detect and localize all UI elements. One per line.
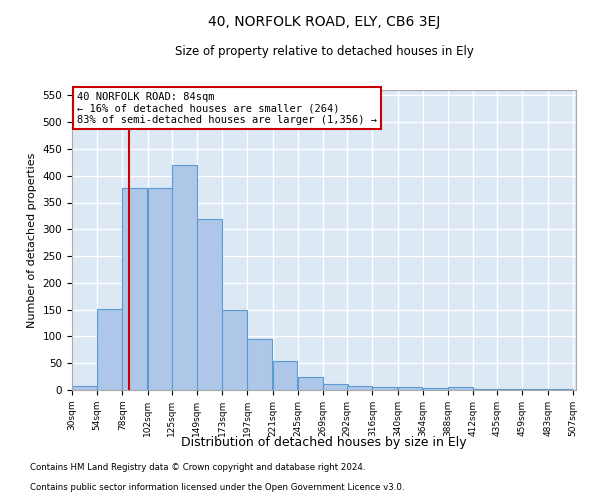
Text: Distribution of detached houses by size in Ely: Distribution of detached houses by size … [181,436,467,449]
Bar [222,310,247,390]
Bar [122,188,147,390]
Bar [197,218,222,390]
Bar [323,384,348,390]
Bar [473,389,498,390]
Bar [372,388,397,390]
Bar [548,389,572,390]
Bar [247,339,272,390]
Bar [272,360,298,390]
Bar [97,308,122,390]
Y-axis label: Number of detached properties: Number of detached properties [27,152,37,328]
Bar [347,386,372,390]
Bar [497,389,522,390]
Text: Contains public sector information licensed under the Open Government Licence v3: Contains public sector information licen… [30,483,404,492]
Text: 40, NORFOLK ROAD, ELY, CB6 3EJ: 40, NORFOLK ROAD, ELY, CB6 3EJ [208,15,440,29]
Text: Size of property relative to detached houses in Ely: Size of property relative to detached ho… [175,45,473,58]
Bar [172,165,197,390]
Bar [422,388,448,390]
Bar [72,386,97,390]
Bar [398,388,422,390]
Bar [448,388,473,390]
Bar [148,188,172,390]
Text: 40 NORFOLK ROAD: 84sqm
← 16% of detached houses are smaller (264)
83% of semi-de: 40 NORFOLK ROAD: 84sqm ← 16% of detached… [77,92,377,124]
Bar [298,376,323,390]
Text: Contains HM Land Registry data © Crown copyright and database right 2024.: Contains HM Land Registry data © Crown c… [30,463,365,472]
